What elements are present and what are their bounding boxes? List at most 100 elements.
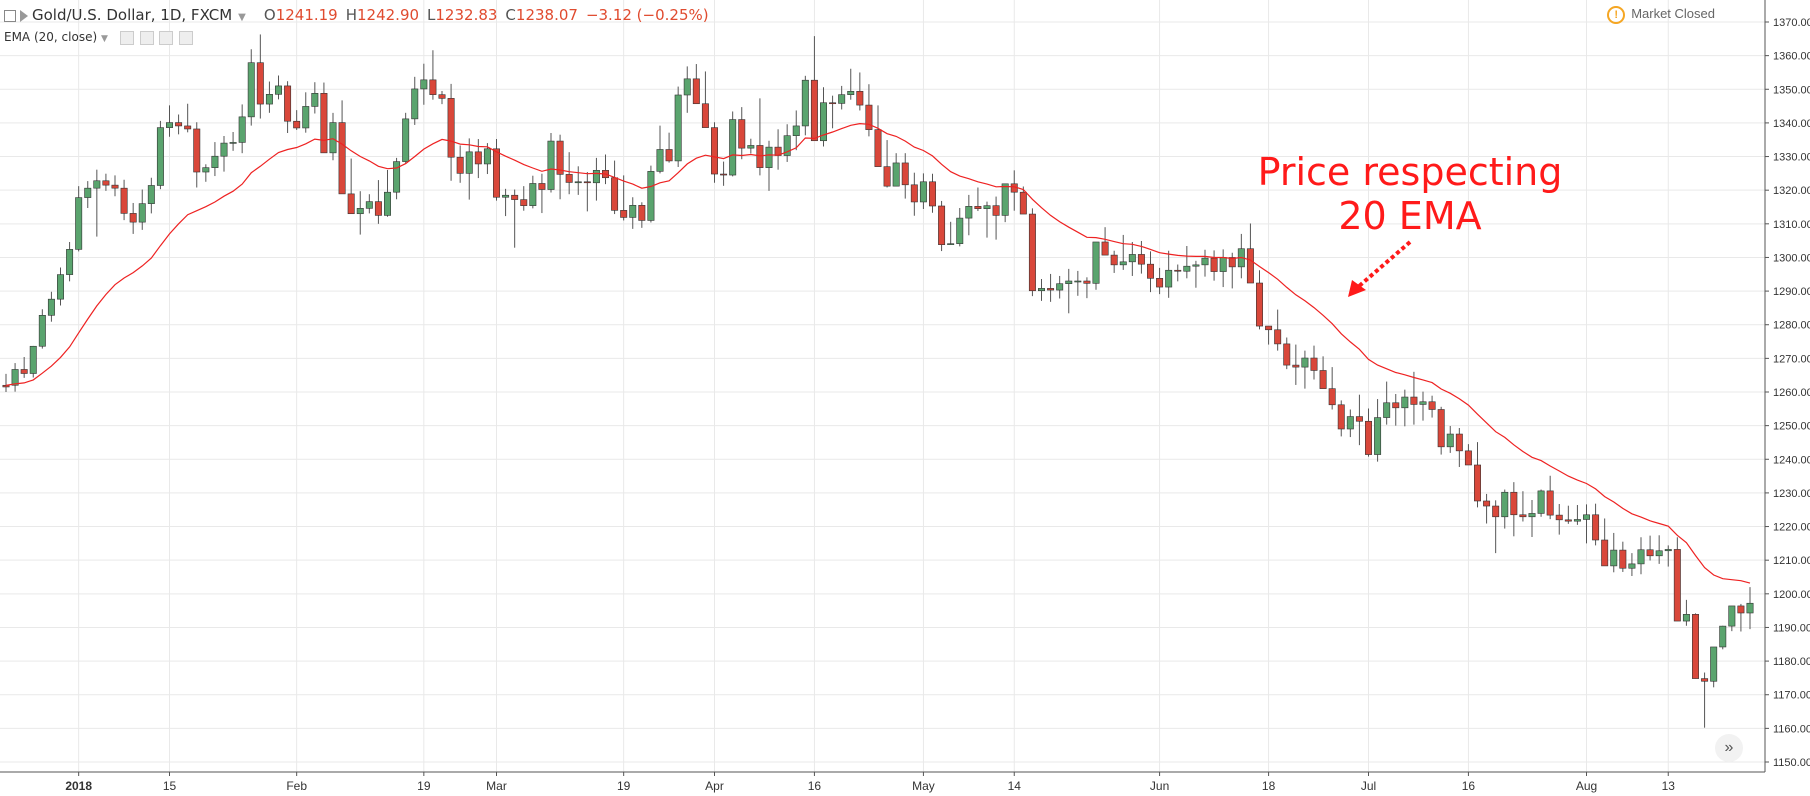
candle-up <box>892 162 900 187</box>
candle-down <box>374 201 382 216</box>
price-axis[interactable]: 1150.00 1160.00 1170.00 1180.00 1190.00 1200.… <box>1765 17 1810 769</box>
candle-down <box>1492 505 1500 518</box>
candle-up <box>747 145 755 149</box>
candle-up <box>465 151 473 174</box>
symbol-title[interactable]: Gold/U.S. Dollar, 1D, FXCM <box>32 6 233 24</box>
candle-down <box>1428 401 1436 410</box>
candle-up <box>629 205 637 218</box>
candle-down <box>638 205 646 221</box>
time-axis[interactable]: 2018 15 Feb 19 Mar 19 Apr 16 May 14 Jun 18 Jul 16 Aug 1… <box>65 772 1675 793</box>
flag-icon[interactable] <box>20 9 28 22</box>
candle-down <box>583 181 591 184</box>
candle-down <box>293 120 301 129</box>
candle-up <box>265 94 273 105</box>
candle-down <box>938 205 946 245</box>
candle-up <box>1183 265 1191 272</box>
candle-down <box>1474 464 1481 502</box>
candle-up <box>220 142 228 157</box>
ema-line <box>5 122 1751 584</box>
candle-down <box>1337 404 1345 430</box>
candle-down <box>284 85 292 122</box>
candle-down <box>611 177 619 211</box>
candle-down <box>992 205 1000 216</box>
time-tick-label: 14 <box>1008 779 1022 793</box>
eye-icon[interactable] <box>119 30 134 45</box>
low-label: L <box>427 6 436 24</box>
candle-down <box>429 79 437 95</box>
high-value: 1242.90 <box>357 6 420 24</box>
price-tick-label: 1200.00 <box>1773 589 1810 601</box>
candle-down <box>1483 500 1491 507</box>
candle-up <box>84 187 92 198</box>
candle-up <box>420 79 428 90</box>
chevron-down-icon[interactable]: ▼ <box>100 34 108 44</box>
collapse-icon[interactable] <box>4 9 16 22</box>
candle-down <box>1519 514 1527 518</box>
gear-icon[interactable] <box>139 30 154 45</box>
candle-up <box>1056 283 1064 291</box>
candle-down <box>320 93 328 154</box>
market-status: ! Market Closed <box>1607 6 1715 24</box>
candle-down <box>1564 519 1572 522</box>
candle-up <box>1573 519 1581 522</box>
candle-down <box>1292 364 1300 368</box>
candle-down <box>974 206 982 209</box>
candle-up <box>1583 514 1590 520</box>
candle-down <box>1410 396 1418 405</box>
scroll-to-realtime-button[interactable]: » <box>1715 734 1743 762</box>
time-tick-label: 18 <box>1262 779 1276 793</box>
warning-icon: ! <box>1607 6 1626 24</box>
candle-down <box>1328 388 1336 406</box>
candle-up <box>683 78 691 96</box>
candle-down <box>1228 257 1236 268</box>
candle-down <box>829 102 837 105</box>
candle-down <box>347 193 355 215</box>
candle-down <box>856 90 864 106</box>
candle-up <box>820 102 827 142</box>
candle-down <box>520 199 528 206</box>
annotation-line-2: 20 EMA <box>1338 194 1482 238</box>
price-tick-label: 1190.00 <box>1773 622 1810 634</box>
candle-down <box>1137 254 1145 265</box>
candle-down <box>1110 254 1118 266</box>
indicator-legend[interactable]: EMA (20, close) ▼ <box>4 30 195 45</box>
candle-down <box>1083 280 1091 284</box>
candle-up <box>1628 563 1636 569</box>
candle-down <box>1392 402 1400 409</box>
close-label: C <box>505 6 516 24</box>
price-tick-label: 1290.00 <box>1773 286 1810 298</box>
close-icon[interactable] <box>179 30 194 45</box>
price-tick-label: 1160.00 <box>1773 723 1810 735</box>
candle-up <box>656 149 664 172</box>
candle-down <box>1619 549 1627 569</box>
candle-down <box>1555 514 1563 521</box>
candle-up <box>1537 490 1545 514</box>
price-tick-label: 1210.00 <box>1773 555 1810 567</box>
annotation-arrow <box>1348 240 1412 297</box>
price-tick-label: 1270.00 <box>1773 353 1810 365</box>
candle-up <box>202 167 210 173</box>
candle-down <box>493 148 500 198</box>
candle-up <box>1637 549 1645 565</box>
candle-up <box>1128 254 1136 263</box>
candle-up <box>329 122 337 154</box>
price-tick-label: 1240.00 <box>1773 454 1810 466</box>
candle-down <box>1019 191 1027 215</box>
candle-down <box>1210 257 1218 272</box>
candle-down <box>901 162 909 186</box>
candle-up <box>57 274 64 300</box>
candle-down <box>1101 241 1109 256</box>
candle-down <box>184 125 192 130</box>
candle-up <box>302 106 310 129</box>
candle-down <box>711 127 718 175</box>
candle-up <box>1001 183 1009 216</box>
more-icon[interactable] <box>159 30 174 45</box>
chevron-down-icon[interactable]: ▼ <box>238 12 246 23</box>
indicator-label[interactable]: EMA (20, close) <box>4 30 98 44</box>
candle-down <box>538 183 546 190</box>
candle-up <box>965 206 973 219</box>
candle-up <box>1383 402 1391 418</box>
price-tick-label: 1260.00 <box>1773 387 1810 399</box>
candle-down <box>929 181 936 207</box>
